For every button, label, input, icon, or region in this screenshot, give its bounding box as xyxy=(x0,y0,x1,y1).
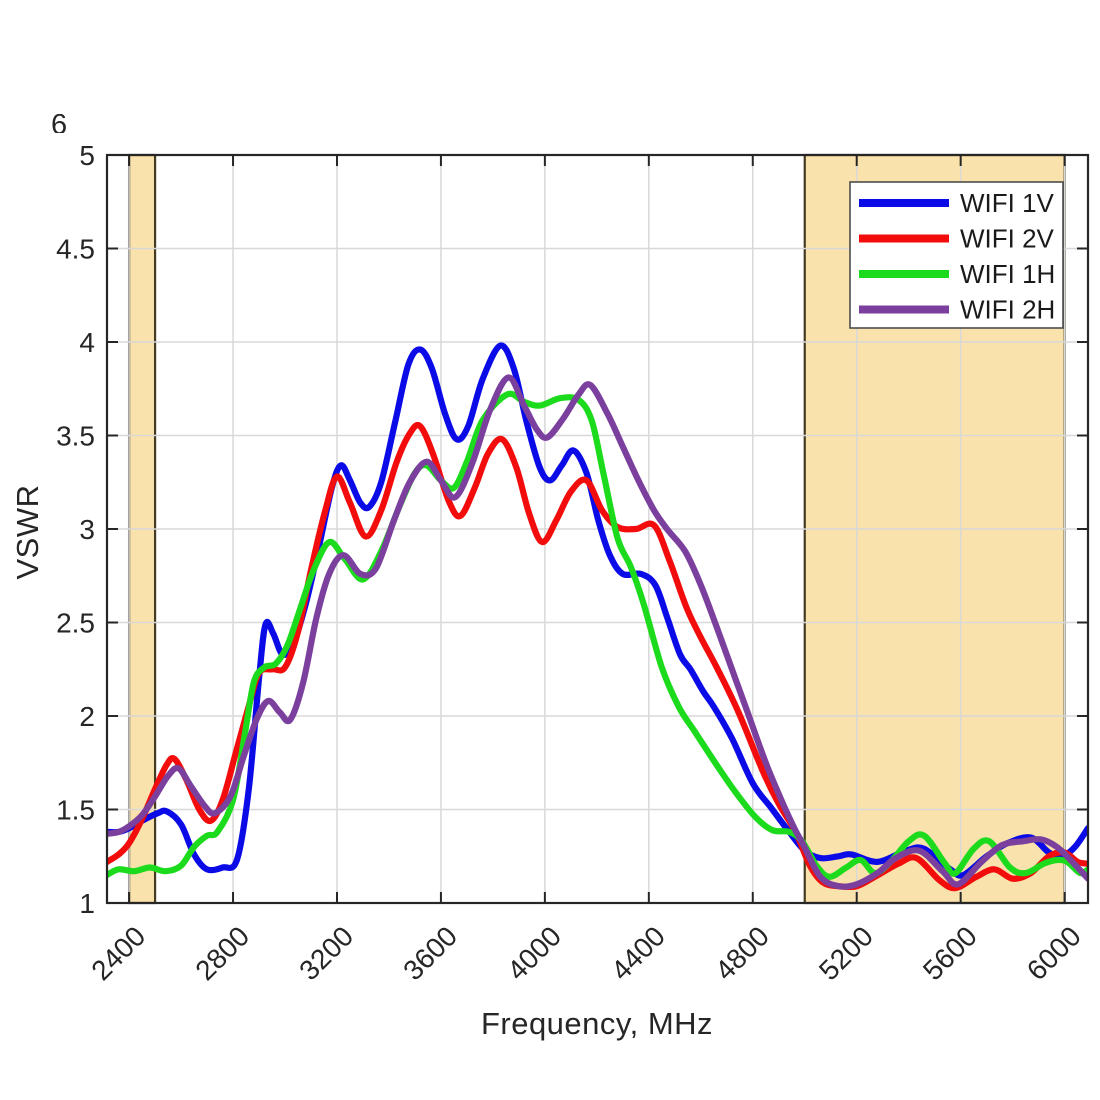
x-tick-label-3200: 3200 xyxy=(293,920,359,986)
y-tick-label-3.5: 3.5 xyxy=(56,421,95,452)
x-tick-label-2800: 2800 xyxy=(189,920,255,986)
x-tick-label-5600: 5600 xyxy=(917,920,983,986)
x-tick-label-4000: 4000 xyxy=(501,920,567,986)
series-line-wifi-2v xyxy=(107,421,1088,892)
series-line-wifi-1h xyxy=(107,390,1088,880)
series-line-wifi-1v xyxy=(107,342,1088,879)
y-tick-label-4.5: 4.5 xyxy=(56,234,95,265)
y-axis-title: VSWR xyxy=(10,484,45,580)
x-tick-label-6000: 6000 xyxy=(1021,920,1087,986)
x-tick-label-5200: 5200 xyxy=(813,920,879,986)
y-tick-label-5: 5 xyxy=(79,140,95,171)
y-tick-label-2: 2 xyxy=(79,701,95,732)
legend-label-wifi-1v: WIFI 1V xyxy=(960,188,1055,218)
y-tick-label-4: 4 xyxy=(79,327,95,358)
y-tick-label-1.5: 1.5 xyxy=(56,795,95,826)
y-tick-label-3: 3 xyxy=(79,514,95,545)
series-line-wifi-2h xyxy=(107,374,1088,890)
legend-label-wifi-2h: WIFI 2H xyxy=(960,295,1055,325)
x-tick-label-2400: 2400 xyxy=(85,920,151,986)
legend-label-wifi-1h: WIFI 1H xyxy=(960,259,1055,289)
legend-label-wifi-2v: WIFI 2V xyxy=(960,224,1055,254)
x-tick-label-4800: 4800 xyxy=(709,920,775,986)
x-tick-label-4400: 4400 xyxy=(605,920,671,986)
clipped-top-tick-label: 6 xyxy=(51,114,68,133)
x-tick-label-3600: 3600 xyxy=(397,920,463,986)
y-tick-label-1: 1 xyxy=(79,888,95,919)
x-axis-title: Frequency, MHz xyxy=(480,1006,714,1041)
y-tick-label-2.5: 2.5 xyxy=(56,608,95,639)
